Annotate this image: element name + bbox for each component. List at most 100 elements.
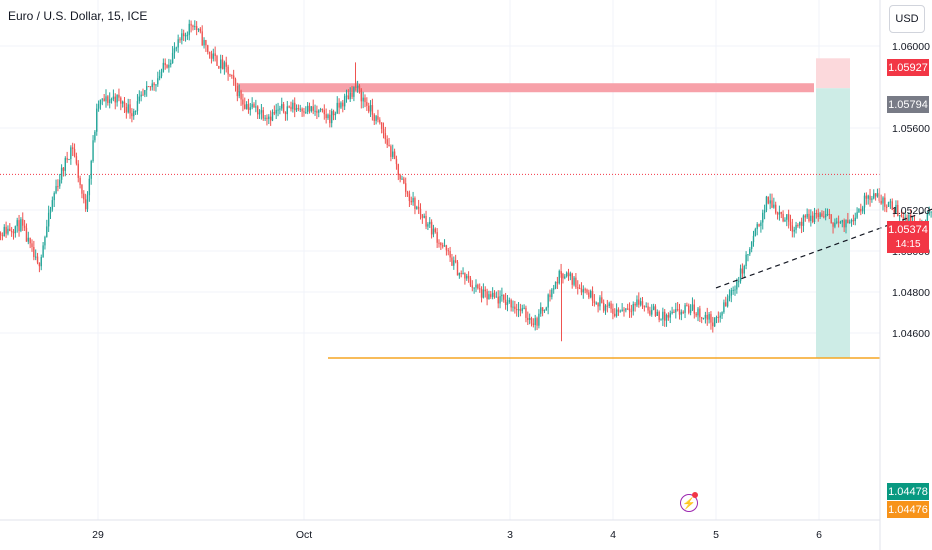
candle-body — [528, 318, 531, 320]
candle-body — [902, 216, 905, 219]
candle-body — [564, 276, 566, 279]
candle-body — [425, 215, 427, 227]
candle-body — [826, 214, 829, 216]
candle-body — [168, 64, 170, 68]
candle-body — [882, 197, 884, 204]
candle-body — [66, 158, 68, 160]
candle-body — [593, 300, 596, 304]
time-axis-tick: 5 — [713, 529, 719, 541]
candle-body — [499, 296, 501, 304]
bar-countdown-label: 14:15 — [887, 236, 929, 253]
candle-body — [42, 245, 44, 258]
candle-body — [886, 206, 888, 208]
candle-body — [294, 102, 296, 111]
candle-body — [244, 104, 246, 109]
candle-body — [281, 104, 283, 109]
candle-body — [140, 94, 142, 97]
candle-body — [49, 209, 52, 213]
candle-body — [832, 222, 834, 227]
candle-body — [257, 106, 259, 115]
candle-body — [760, 222, 762, 226]
candle-body — [695, 313, 697, 316]
candle-body — [125, 106, 128, 113]
candle-body — [81, 184, 83, 194]
candle-body — [584, 289, 586, 291]
current-price-label: 1.05374 — [887, 221, 929, 238]
candle-body — [303, 111, 305, 113]
candle-body — [186, 34, 189, 36]
candle-body — [181, 33, 183, 41]
candle-body — [155, 84, 157, 86]
candle-body — [310, 106, 313, 112]
candle-body — [884, 197, 886, 207]
candle-body — [802, 215, 805, 226]
candle-body — [266, 117, 268, 119]
candle-body — [96, 108, 98, 132]
candle-body — [549, 294, 551, 298]
candle-body — [412, 198, 414, 203]
candle-body — [429, 221, 431, 225]
candle-body — [713, 317, 716, 327]
candle-body — [234, 79, 237, 86]
candle-body — [218, 65, 220, 69]
candle-body — [710, 314, 712, 323]
candle-body — [784, 219, 786, 222]
candle-body — [708, 314, 710, 320]
candle-body — [40, 257, 42, 267]
currency-button[interactable]: USD — [889, 5, 925, 33]
candle-body — [73, 148, 76, 157]
candle-body — [895, 204, 897, 213]
candle-body — [258, 112, 261, 115]
candle-body — [628, 308, 631, 312]
candle-body — [107, 96, 109, 103]
candle-body — [109, 99, 111, 103]
candle-body — [297, 107, 300, 109]
candle-body — [103, 98, 105, 102]
candle-body — [747, 254, 749, 256]
candle-body — [701, 317, 703, 319]
lightning-bolt-icon[interactable]: ⚡ — [680, 494, 698, 512]
candle-body — [136, 101, 139, 111]
candle-body — [717, 316, 720, 318]
candle-body — [340, 102, 342, 108]
candle-body — [14, 226, 17, 234]
candle-body — [454, 260, 457, 263]
candle-body — [477, 284, 479, 289]
candle-body — [506, 302, 509, 306]
candle-body — [797, 225, 799, 227]
candle-body — [551, 289, 553, 298]
candle-body — [601, 297, 603, 303]
candle-body — [571, 273, 573, 285]
chart-title: Euro / U.S. Dollar, 15, ICE — [8, 9, 148, 23]
candle-body — [554, 281, 557, 289]
candle-body — [845, 219, 847, 228]
candle-body — [134, 110, 137, 112]
candle-body — [240, 91, 242, 100]
candle-body — [625, 308, 627, 311]
candle-body — [343, 96, 346, 107]
candle-body — [778, 212, 781, 215]
candle-body — [177, 39, 179, 48]
candle-body — [401, 178, 403, 180]
candle-body — [221, 59, 224, 70]
candle-body — [508, 300, 510, 303]
candle-body — [543, 310, 546, 312]
candle-body — [765, 196, 768, 211]
price-axis-tick: 1.05200 — [892, 205, 930, 217]
candle-body — [458, 272, 461, 276]
candle-body — [220, 59, 222, 69]
candle-body — [7, 228, 9, 234]
candle-body — [575, 277, 577, 288]
candle-body — [693, 304, 695, 314]
candle-body — [704, 314, 707, 318]
candle-body — [86, 195, 89, 210]
candle-body — [120, 97, 122, 104]
candle-body — [834, 222, 836, 227]
candle-body — [525, 307, 527, 318]
candle-body — [419, 208, 422, 215]
candle-body — [355, 86, 357, 88]
candle-body — [362, 97, 364, 102]
candle-body — [847, 219, 849, 224]
